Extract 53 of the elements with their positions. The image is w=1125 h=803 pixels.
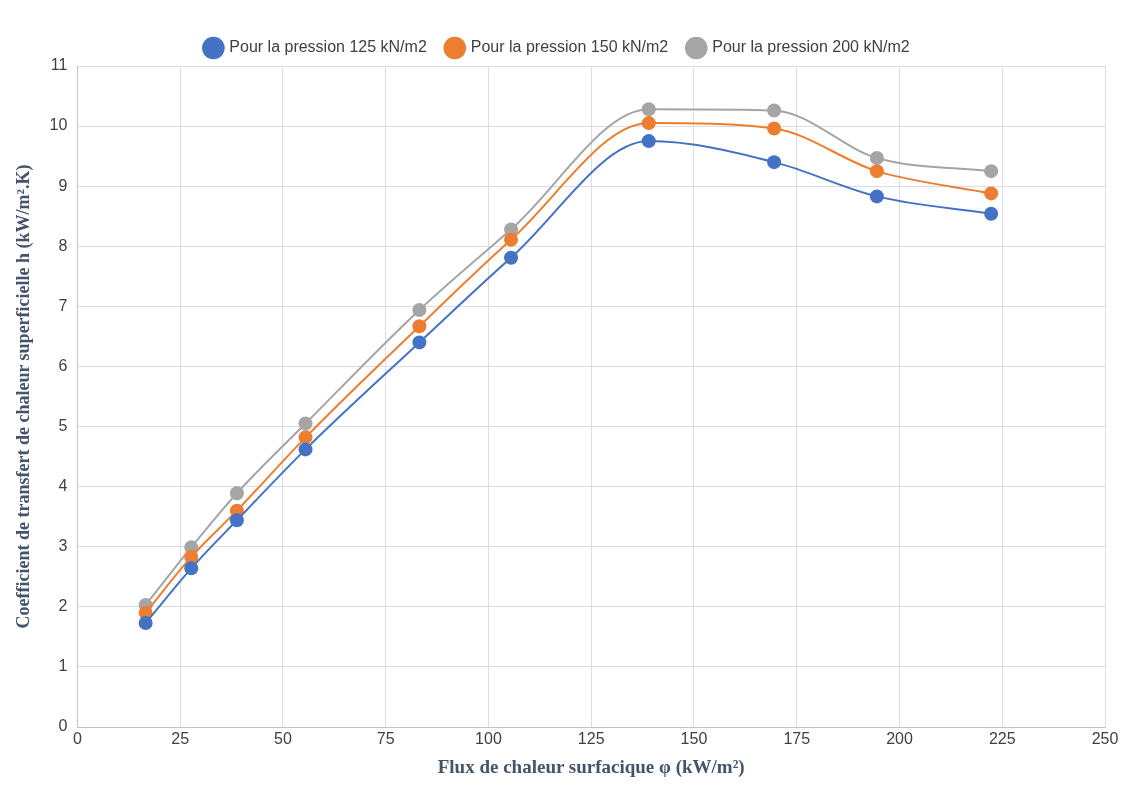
point	[184, 561, 199, 576]
x-tick-label: 125	[577, 730, 605, 748]
y-tick-label: 7	[58, 296, 68, 314]
y-tick-label: 3	[58, 537, 68, 555]
point	[412, 335, 427, 350]
x-tick-label: 250	[1091, 730, 1119, 748]
x-tick-label: 175	[783, 730, 811, 748]
point	[184, 549, 199, 564]
point	[767, 155, 782, 170]
y-tick-label: 0	[58, 717, 68, 735]
point	[641, 134, 656, 149]
point	[641, 102, 656, 117]
point	[641, 116, 656, 131]
y-tick-label: 5	[58, 416, 68, 434]
y-axis-title: Coefficient de transfert de chaleur superficielle h (kW/m².K)	[13, 164, 35, 629]
y-tick-label: 2	[58, 597, 68, 615]
x-axis-title: Flux de chaleur surfacique φ (kW/m²)	[437, 755, 745, 778]
point	[412, 302, 427, 317]
y-tick-label: 4	[58, 477, 68, 495]
point	[984, 164, 999, 179]
point	[298, 442, 313, 457]
x-tick-label: 100	[475, 730, 502, 748]
point	[984, 206, 999, 221]
x-tick-label: 75	[376, 730, 395, 748]
legend-label: Pour la pression 200 kN/m2	[712, 38, 910, 56]
legend-label: Pour la pression 125 kN/m2	[229, 38, 427, 56]
point	[138, 616, 153, 631]
y-tick-label: 6	[58, 356, 68, 374]
x-tick-label: 0	[72, 730, 82, 748]
y-tick-label: 9	[58, 176, 68, 194]
point	[229, 513, 244, 528]
point	[298, 416, 313, 431]
y-tick-label: 1	[58, 657, 68, 675]
point	[504, 250, 519, 265]
y-tick-label: 11	[50, 56, 68, 74]
point	[767, 121, 782, 136]
y-tick-label: 10	[49, 116, 68, 134]
point	[869, 150, 884, 165]
x-tick-label: 225	[988, 730, 1016, 748]
legend-label: Pour la pression 150 kN/m2	[470, 38, 669, 56]
point	[504, 232, 519, 247]
point	[229, 486, 244, 501]
point	[412, 319, 427, 334]
point	[298, 430, 313, 445]
point	[869, 164, 884, 179]
point	[869, 189, 884, 204]
point	[767, 103, 782, 118]
x-tick-label: 150	[680, 730, 708, 748]
y-tick-label: 8	[58, 236, 68, 254]
x-tick-label: 25	[171, 730, 190, 748]
x-tick-label: 50	[274, 730, 292, 748]
x-tick-label: 200	[886, 730, 913, 748]
point	[984, 186, 999, 201]
